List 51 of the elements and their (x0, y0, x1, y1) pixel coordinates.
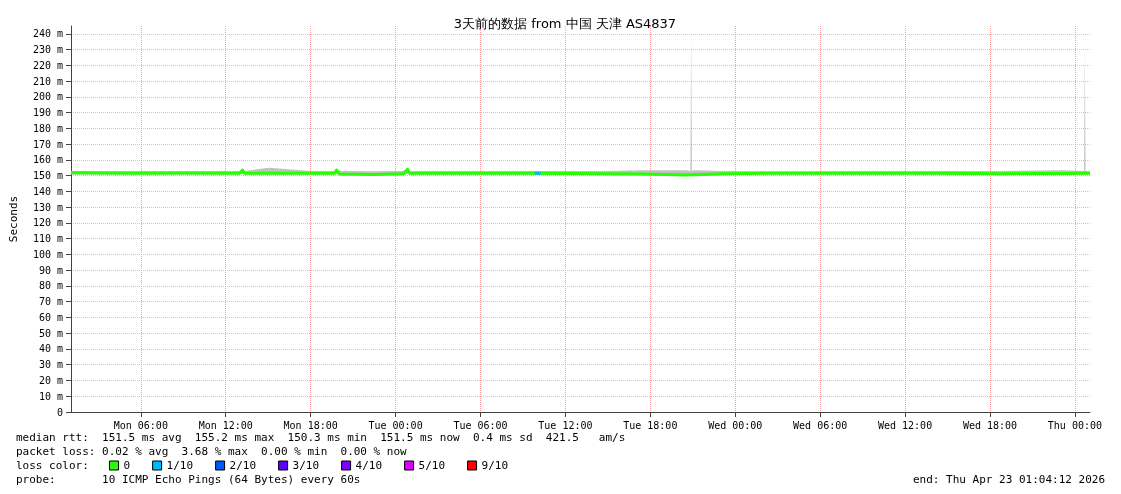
y-tick-label: 0 (56, 406, 63, 418)
chart-title: 3天前的数据 from 中国 天津 AS4837 (453, 16, 677, 31)
x-tick-label: Wed 00:00 (708, 419, 763, 431)
legend-label: 1/10 (166, 459, 194, 472)
y-tick-label: 20 m (38, 374, 63, 386)
y-axis-title: Seconds (7, 195, 20, 243)
legend-label: 3/10 (292, 459, 320, 472)
y-tick-label: 210 m (32, 75, 63, 87)
y-tick-label: 150 m (32, 170, 63, 182)
legend-label: 5/10 (418, 459, 446, 472)
y-tick-label: 50 m (38, 327, 63, 339)
x-tick-label: Wed 06:00 (793, 419, 848, 431)
x-tick-label: Wed 18:00 (962, 419, 1018, 431)
legend-label: 0 (123, 459, 131, 472)
y-tick-label: 120 m (32, 217, 63, 229)
x-tick-label: Tue 06:00 (453, 419, 508, 431)
y-tick-label: 70 m (38, 296, 63, 308)
y-tick-label: 90 m (38, 264, 63, 276)
y-tick-label: 130 m (32, 201, 63, 213)
legend-label: 4/10 (355, 459, 383, 472)
x-tick-label: Wed 12:00 (877, 419, 933, 431)
x-tick-label: Mon 18:00 (283, 419, 338, 431)
y-tick-label: 60 m (38, 311, 63, 323)
text: probe: 10 ICMP Echo Pings (64 Bytes) every 60s (16, 473, 361, 486)
y-tick-label: 160 m (32, 154, 63, 166)
y-tick-label: 180 m (32, 122, 63, 134)
y-tick-label: 110 m (32, 233, 63, 245)
y-tick-label: 190 m (32, 107, 63, 119)
x-tick-label: Tue 12:00 (538, 419, 593, 431)
y-tick-label: 220 m (32, 59, 63, 71)
legend-label: 9/10 (481, 459, 509, 472)
legend-label: 2/10 (229, 459, 257, 472)
text: end: Thu Apr 23 01:04:12 2026 (912, 473, 1106, 486)
y-tick-label: 240 m (32, 28, 63, 40)
x-tick-label: Tue 18:00 (623, 419, 678, 431)
y-tick-label: 80 m (38, 280, 63, 292)
y-tick-label: 10 m (38, 390, 63, 402)
x-tick-label: Mon 06:00 (113, 419, 168, 431)
y-tick-label: 100 m (32, 248, 63, 260)
y-tick-label: 30 m (38, 359, 63, 371)
y-tick-label: 200 m (32, 91, 63, 103)
x-tick-label: Tue 00:00 (368, 419, 423, 431)
x-tick-label: Thu 00:00 (1047, 419, 1102, 431)
y-tick-label: 230 m (32, 44, 63, 56)
text: median rtt: 151.5 ms avg 155.2 ms max 150.3 ms min 151.5 ms now 0.4 ms sd 421.5 am/s (16, 431, 626, 444)
y-tick-label: 140 m (32, 185, 63, 197)
text: loss color: (16, 459, 89, 472)
text: packet loss: 0.02 % avg 3.68 % max 0.00 % min 0.00 % now (16, 445, 408, 458)
y-tick-label: 40 m (38, 343, 63, 355)
y-tick-label: 170 m (32, 138, 63, 150)
x-tick-label: Mon 12:00 (198, 419, 253, 431)
